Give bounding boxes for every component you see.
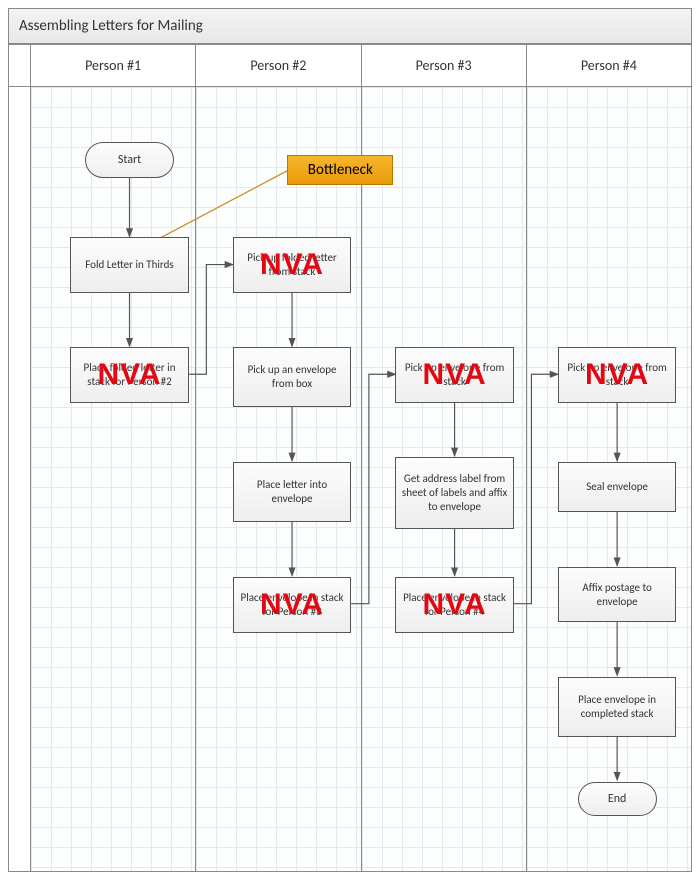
lane-header: Person #1 <box>31 45 195 87</box>
lane-column <box>195 87 360 871</box>
lanes: Person #1 Person #2 Person #3 Person #4 … <box>31 45 691 871</box>
lane-margin <box>9 45 31 871</box>
lane-header: Person #4 <box>526 45 691 87</box>
page-title: Assembling Letters for Mailing <box>19 17 203 35</box>
lane-column <box>31 87 195 871</box>
canvas: StartFold Letter in ThirdsPlace folded l… <box>31 87 691 871</box>
lane-column <box>361 87 526 871</box>
lane-label: Person #2 <box>250 57 306 74</box>
lane-label: Person #3 <box>416 57 472 74</box>
lane-headers: Person #1 Person #2 Person #3 Person #4 <box>31 45 691 87</box>
lane-header: Person #2 <box>195 45 360 87</box>
lane-label: Person #4 <box>581 57 637 74</box>
swimlane-diagram: Person #1 Person #2 Person #3 Person #4 … <box>8 44 692 872</box>
lane-label: Person #1 <box>85 57 141 74</box>
lane-header: Person #3 <box>361 45 526 87</box>
title-bar: Assembling Letters for Mailing <box>8 8 692 44</box>
lane-column <box>526 87 691 871</box>
